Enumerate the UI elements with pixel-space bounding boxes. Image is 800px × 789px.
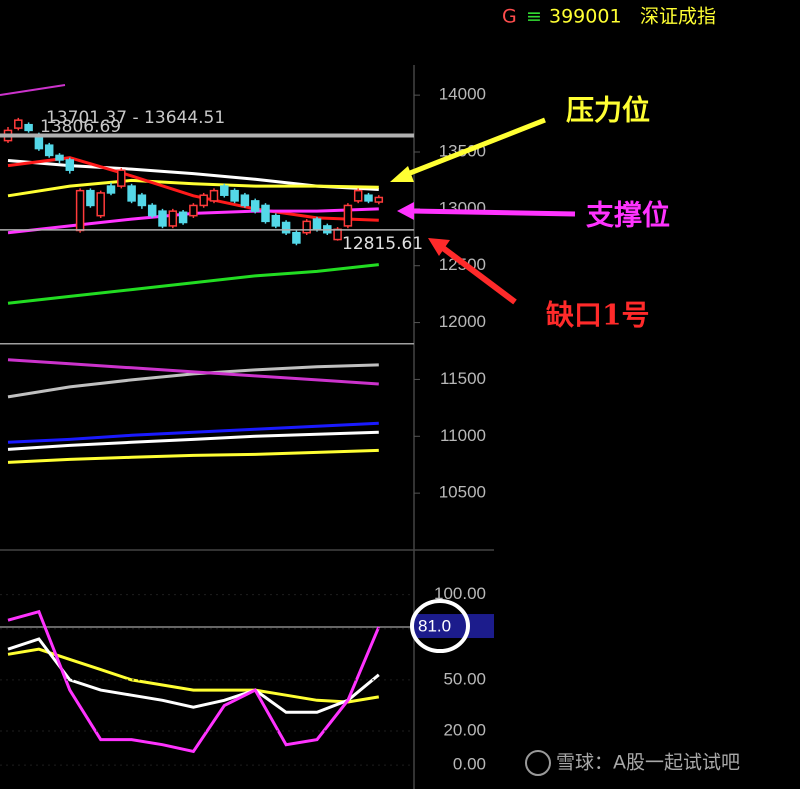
moving-average [7, 430, 379, 451]
arrow-head [397, 202, 414, 220]
price-label: 12815.61 [342, 234, 423, 254]
candle-body [168, 210, 178, 227]
price-panel [3, 117, 384, 464]
indicator-line [7, 647, 380, 704]
y-tick-label: 10500 [439, 483, 486, 502]
price-label: 13701.37 - 13644.51 [46, 108, 225, 128]
arrow-head [428, 238, 450, 256]
candle-body [178, 211, 188, 224]
highlight-circle [410, 599, 470, 654]
candle-body [312, 218, 322, 231]
candle-body [117, 169, 126, 187]
y-tick-label: 11000 [440, 426, 486, 445]
watermark: 雪球：A股一起试试吧 [556, 752, 740, 774]
candle-body [24, 123, 33, 132]
candle-body [261, 204, 270, 223]
y-tick-label: 12000 [439, 312, 486, 331]
candle-body [137, 194, 147, 207]
candle-body [199, 194, 208, 207]
candle-body [302, 220, 311, 234]
candle-body [281, 221, 291, 234]
menu-icon[interactable]: ≡ [526, 6, 542, 28]
candle-body [75, 189, 85, 232]
indicator-panel [0, 609, 414, 754]
indicator-line [7, 637, 380, 714]
moving-average [7, 263, 379, 305]
moving-average [7, 363, 379, 399]
annotation: 缺口1号 [546, 299, 649, 332]
candle-body [44, 144, 54, 157]
candle-body [55, 154, 64, 161]
current-value-box [414, 614, 494, 639]
candle-body [106, 185, 116, 194]
candle-body [250, 200, 260, 212]
candle-body [96, 192, 105, 217]
candle-body [14, 119, 23, 129]
indicator-line [7, 609, 381, 754]
candle-body [292, 231, 301, 244]
y-tick-label: 11500 [440, 369, 486, 388]
candle-body [189, 204, 198, 217]
candle-body [240, 194, 250, 207]
annotation: 压力位 [566, 94, 650, 127]
y-tick-label: 0.00 [453, 755, 486, 774]
y-tick-label: 14000 [439, 85, 486, 104]
flag: G [502, 6, 517, 28]
arrow-head [390, 166, 414, 182]
candle-body [158, 210, 167, 227]
current-value-label: 81.0 [418, 617, 451, 636]
candle-body [364, 194, 373, 202]
candle-body [343, 204, 353, 227]
candle-body [86, 189, 95, 207]
candle-body [374, 196, 384, 203]
y-tick-label: 20.00 [443, 721, 486, 740]
candle-body [271, 214, 281, 227]
trend-line [0, 84, 66, 96]
candle-body [209, 189, 219, 202]
moving-average [7, 178, 379, 198]
index-code: 399001 [549, 6, 622, 28]
moving-average [7, 421, 379, 444]
candle-body [147, 204, 157, 217]
moving-average [7, 448, 379, 464]
watermark-icon [525, 750, 551, 776]
annotation: 支撑位 [586, 199, 670, 232]
y-tick-label: 100.00 [434, 584, 486, 603]
y-tick-label: 50.00 [443, 669, 486, 688]
candle-body [230, 189, 239, 202]
moving-average [7, 358, 379, 386]
arrow [411, 208, 576, 217]
index-name: 深证成指 [640, 6, 716, 28]
candle-body [353, 189, 363, 202]
candle-body [333, 228, 342, 241]
arrow [441, 245, 517, 305]
candle-body [127, 185, 136, 202]
candle-body [65, 159, 75, 171]
price-label: 13806.69 [40, 117, 121, 137]
arrow [404, 117, 546, 178]
candle-body [220, 185, 229, 196]
